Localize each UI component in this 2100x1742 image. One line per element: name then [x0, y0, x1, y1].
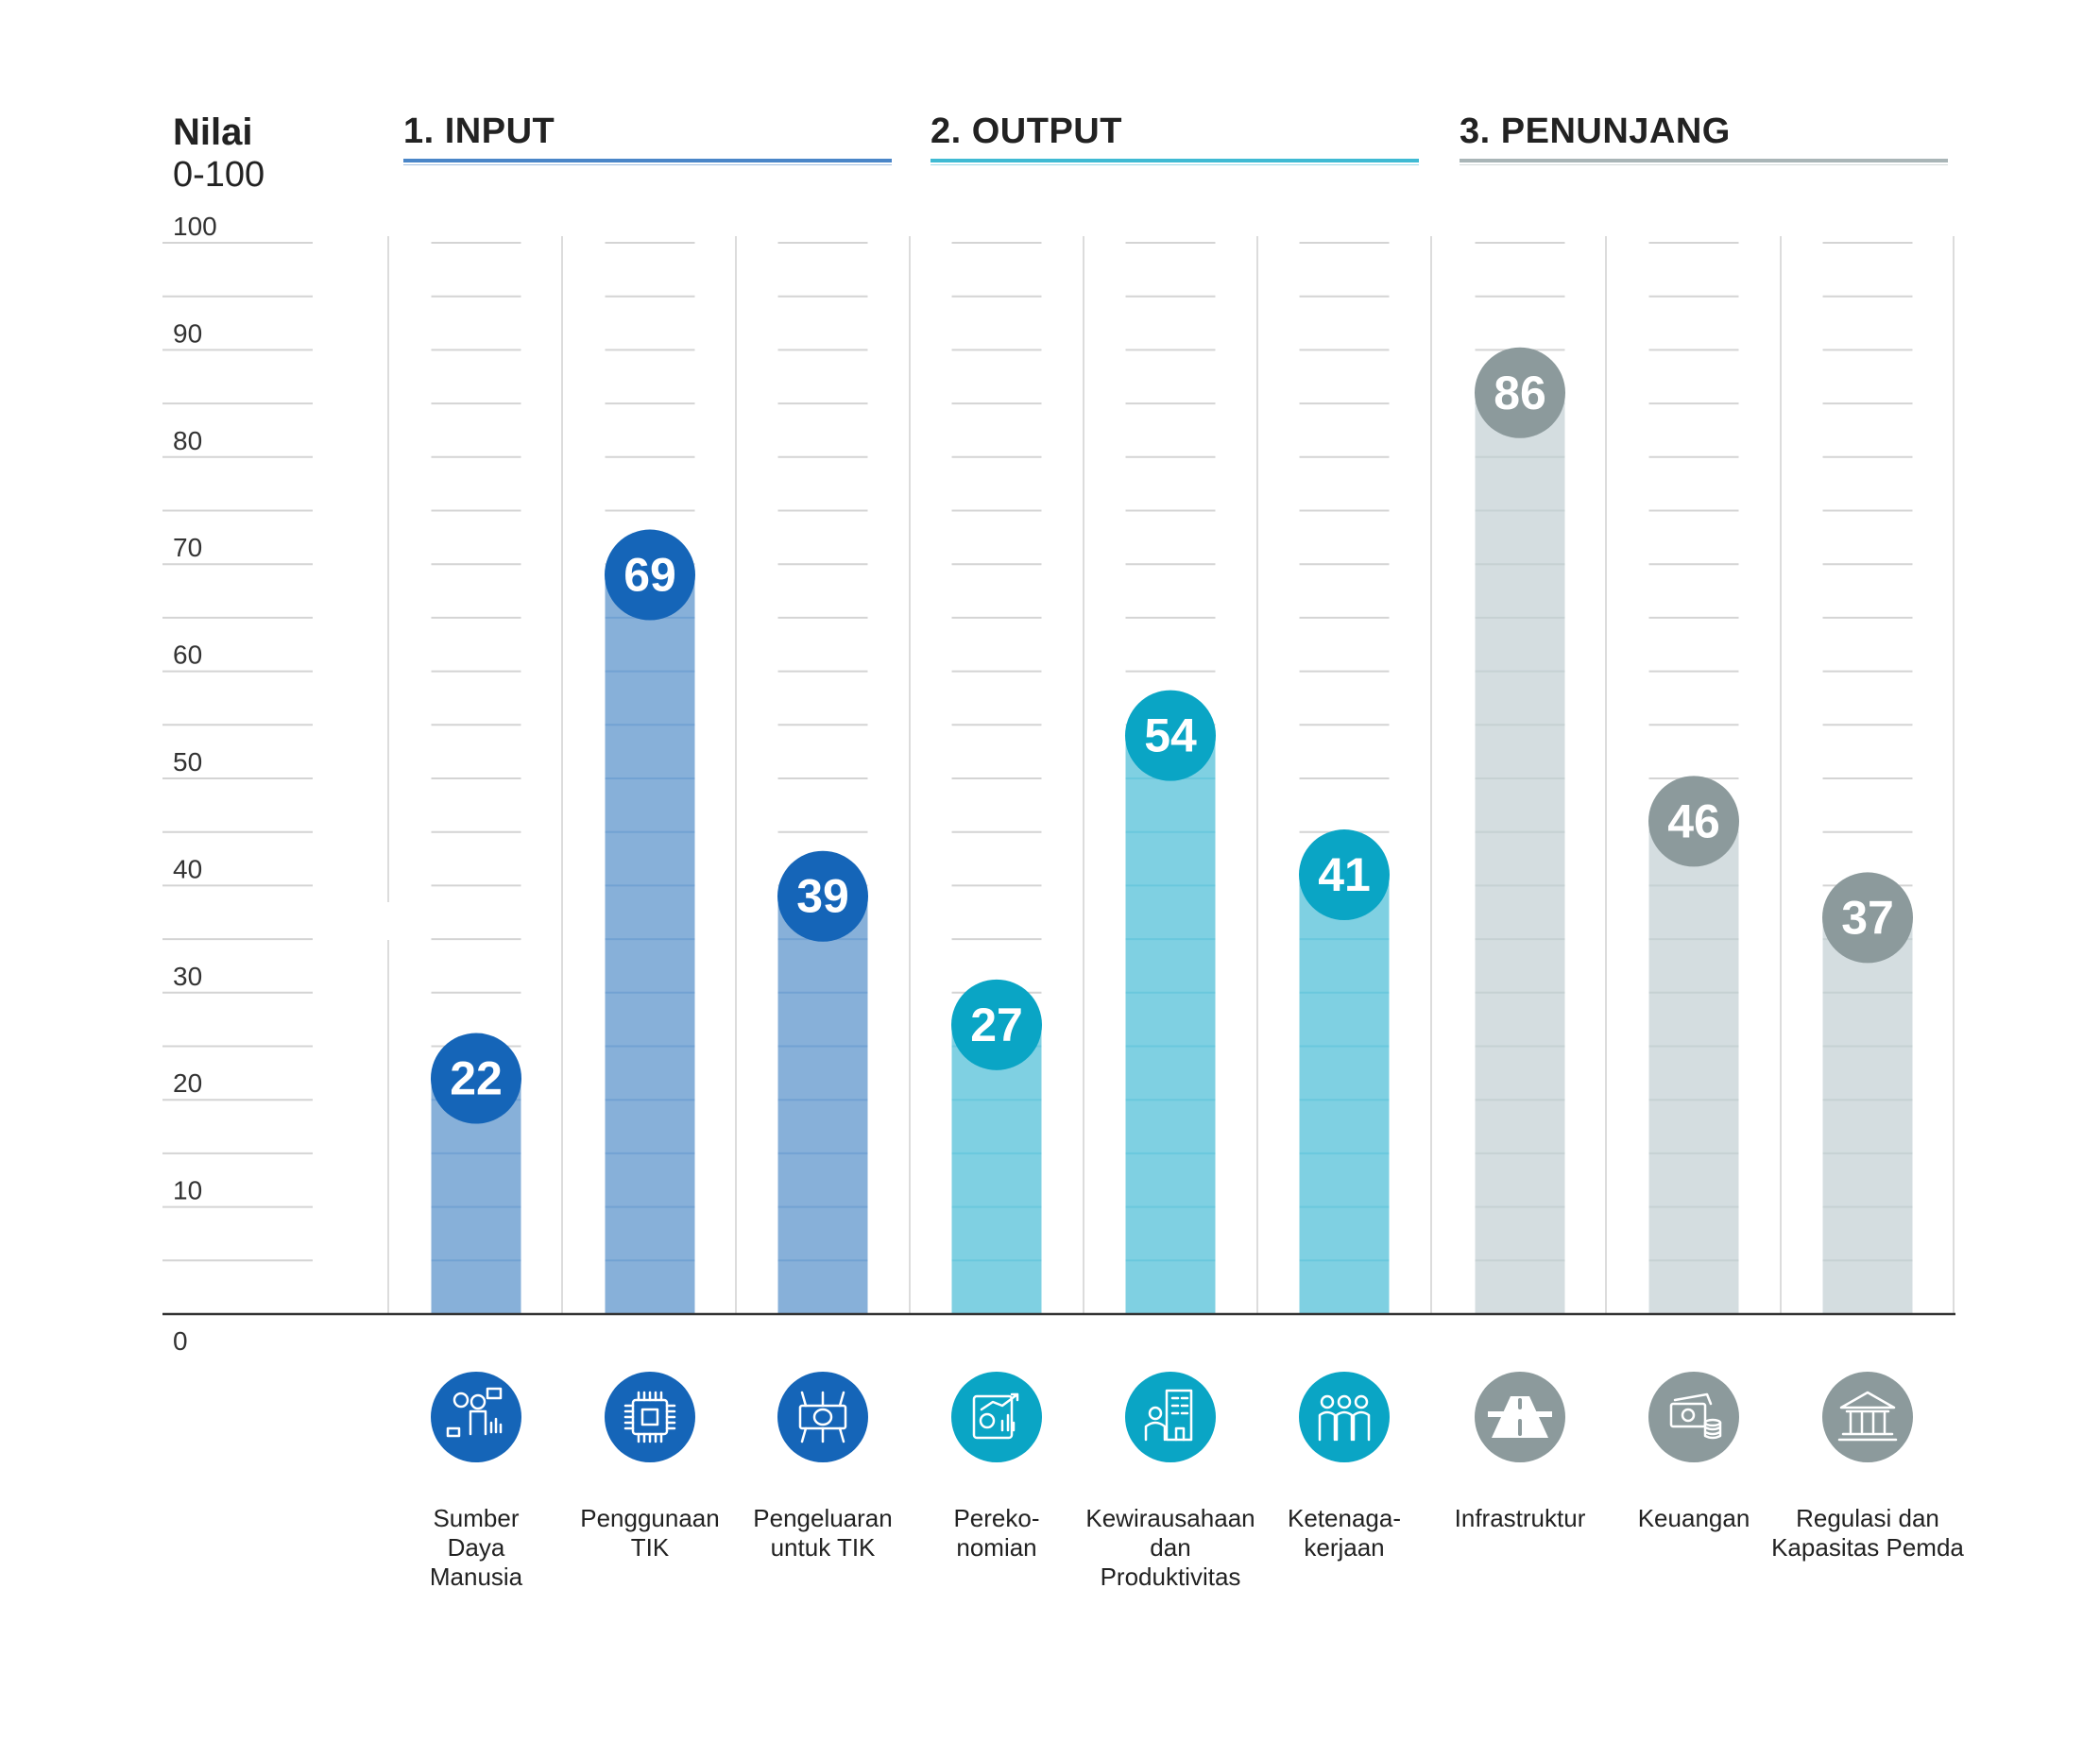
value-badges: 22 69 39 27 54 41 86 46 37 [431, 347, 1913, 1124]
bar [777, 896, 868, 1314]
workers-icon-badge [1299, 1372, 1390, 1462]
value-badge [1822, 872, 1913, 964]
value-badge [1648, 776, 1739, 867]
bar [951, 1024, 1042, 1314]
group-underline-input [403, 159, 892, 165]
category-label-line: Daya [447, 1533, 505, 1562]
entrepreneur-building-icon-badge [1125, 1372, 1216, 1462]
category-label-line: Pengeluaran [753, 1504, 893, 1532]
value-badge [431, 1033, 521, 1124]
value-badge [1299, 829, 1390, 921]
entrepreneur-building-icon [1144, 1389, 1193, 1442]
y-tick-label: 100 [173, 212, 217, 241]
government-building-icon [1837, 1391, 1898, 1442]
category-label-line: Penggunaan [580, 1504, 720, 1532]
y-tick-label: 0 [173, 1326, 188, 1356]
group-title-input: 1. INPUT [403, 111, 555, 151]
value-label: 46 [1667, 794, 1720, 847]
category-label: Sumber Daya Manusia [372, 1504, 580, 1592]
bar [1648, 821, 1739, 1314]
value-badge [951, 979, 1042, 1070]
value-label: 41 [1318, 848, 1371, 901]
category-label: Kewirausahaan dan Produktivitas [1067, 1504, 1274, 1592]
category-label-line: Kewirausahaan [1085, 1504, 1255, 1532]
bar [1475, 392, 1565, 1314]
category-label: Keuangan [1590, 1504, 1798, 1533]
group-title-output: 2. OUTPUT [930, 111, 1122, 151]
category-label-line: Ketenaga- [1288, 1504, 1401, 1532]
people-analytics-icon-badge [431, 1372, 521, 1462]
government-building-icon-badge [1822, 1372, 1913, 1462]
axes: 0 10 20 30 40 50 60 70 80 90 100 [162, 212, 1955, 1356]
y-axis-subtitle: 0-100 [173, 155, 265, 195]
category-label: Infrastruktur [1416, 1504, 1624, 1533]
bars [431, 392, 1913, 1314]
value-label: 54 [1144, 709, 1197, 762]
value-label: 86 [1494, 367, 1546, 419]
category-label: Penggunaan TIK [546, 1504, 754, 1563]
y-tick-label: 30 [173, 962, 202, 991]
y-axis-title: Nilai [173, 111, 253, 153]
category-label-line: dan [1150, 1533, 1191, 1562]
y-tick-label: 20 [173, 1068, 202, 1098]
money-network-icon [798, 1391, 847, 1443]
category-label-line: untuk TIK [770, 1533, 876, 1562]
y-tick-label: 80 [173, 426, 202, 455]
chip-icon-badge [605, 1372, 695, 1462]
cash-coins-icon [1669, 1392, 1722, 1440]
category-label-line: Regulasi dan [1796, 1504, 1939, 1532]
group-title-penunjang: 3. PENUNJANG [1460, 111, 1731, 151]
economy-chart-icon [972, 1392, 1019, 1440]
value-badge [777, 850, 868, 942]
category-label: Pengeluaran untuk TIK [719, 1504, 927, 1563]
category-label-line: Infrastruktur [1454, 1504, 1586, 1532]
chip-icon [623, 1391, 676, 1443]
category-label-line: TIK [630, 1533, 670, 1562]
category-label: Ketenaga-kerjaan [1240, 1504, 1448, 1563]
money-network-icon-badge [777, 1372, 868, 1462]
value-label: 39 [796, 870, 849, 923]
y-tick-label: 50 [173, 747, 202, 777]
value-badge [1125, 690, 1216, 781]
y-tick-label: 60 [173, 640, 202, 670]
road-icon [1488, 1396, 1552, 1438]
category-label-line: nomian [956, 1533, 1037, 1562]
people-analytics-icon [446, 1387, 503, 1438]
category-label-line: kerjaan [1304, 1533, 1385, 1562]
category-label: Pereko-nomian [893, 1504, 1101, 1563]
y-tick-label: 90 [173, 318, 202, 348]
value-label: 27 [970, 999, 1023, 1051]
group-underline-output [930, 159, 1419, 165]
category-label-line: Produktivitas [1100, 1563, 1241, 1591]
workers-icon [1318, 1394, 1371, 1442]
divider-gap [383, 902, 394, 940]
value-badge [1475, 347, 1565, 438]
bar [605, 574, 695, 1314]
economy-chart-icon-badge [951, 1372, 1042, 1462]
value-label: 37 [1841, 891, 1894, 944]
category-icons [431, 1372, 1913, 1462]
y-tick-label: 70 [173, 533, 202, 562]
bar [1822, 917, 1913, 1314]
group-underline-penunjang [1460, 159, 1948, 165]
bar [1299, 875, 1390, 1314]
bar [1125, 735, 1216, 1314]
category-label-line: Kapasitas Pemda [1771, 1533, 1964, 1562]
category-label-line: Keuangan [1637, 1504, 1750, 1532]
y-tick-label: 10 [173, 1176, 202, 1205]
value-badge [605, 529, 695, 621]
value-label: 22 [450, 1052, 503, 1105]
value-label: 69 [623, 549, 676, 602]
category-label-line: Sumber [433, 1504, 520, 1532]
category-label: Regulasi dan Kapasitas Pemda [1764, 1504, 1972, 1563]
category-label-line: Pereko- [953, 1504, 1040, 1532]
category-label-line: Manusia [429, 1563, 523, 1591]
y-tick-label: 40 [173, 854, 202, 883]
